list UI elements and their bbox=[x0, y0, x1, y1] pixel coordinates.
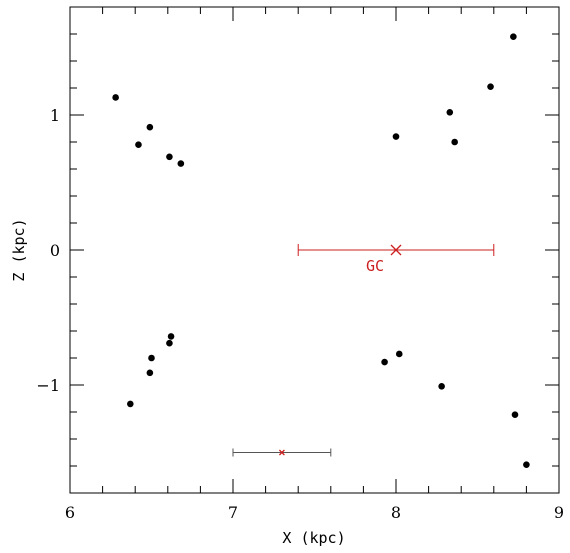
data-point bbox=[523, 461, 530, 468]
x-tick-label: 7 bbox=[228, 503, 238, 522]
x-tick-label: 8 bbox=[391, 503, 401, 522]
data-point bbox=[392, 133, 400, 140]
data-point bbox=[146, 123, 154, 131]
data-point bbox=[127, 400, 134, 408]
data-point bbox=[510, 33, 517, 40]
marker-label: GC bbox=[366, 257, 384, 275]
tick-labels: 6 7 8 9 −1 0 1 bbox=[36, 106, 564, 522]
data-point bbox=[166, 339, 173, 347]
data-point bbox=[511, 411, 519, 419]
data-points bbox=[112, 33, 530, 468]
y-axis-title: Z (kpc) bbox=[10, 218, 28, 281]
data-point bbox=[148, 354, 155, 362]
reference-markers: GC bbox=[232, 244, 495, 457]
data-point bbox=[177, 160, 185, 167]
marker-cross bbox=[278, 449, 285, 456]
data-point bbox=[487, 83, 494, 90]
data-point bbox=[166, 153, 173, 161]
y-tick-label: 1 bbox=[50, 106, 60, 125]
x-axis-title: X (kpc) bbox=[282, 529, 345, 547]
data-point bbox=[381, 358, 388, 366]
data-point bbox=[438, 383, 445, 390]
y-tick-label: −1 bbox=[36, 376, 60, 395]
data-point bbox=[146, 369, 154, 377]
axis-ticks bbox=[69, 6, 560, 494]
x-tick-label: 9 bbox=[554, 503, 564, 522]
data-point bbox=[451, 138, 458, 146]
y-tick-label: 0 bbox=[50, 241, 60, 260]
marker-cross bbox=[390, 244, 402, 256]
data-point bbox=[135, 141, 142, 148]
data-point bbox=[446, 109, 454, 116]
data-point bbox=[112, 94, 119, 101]
data-point bbox=[167, 333, 175, 340]
x-tick-label: 6 bbox=[65, 503, 75, 522]
data-point bbox=[395, 350, 403, 358]
